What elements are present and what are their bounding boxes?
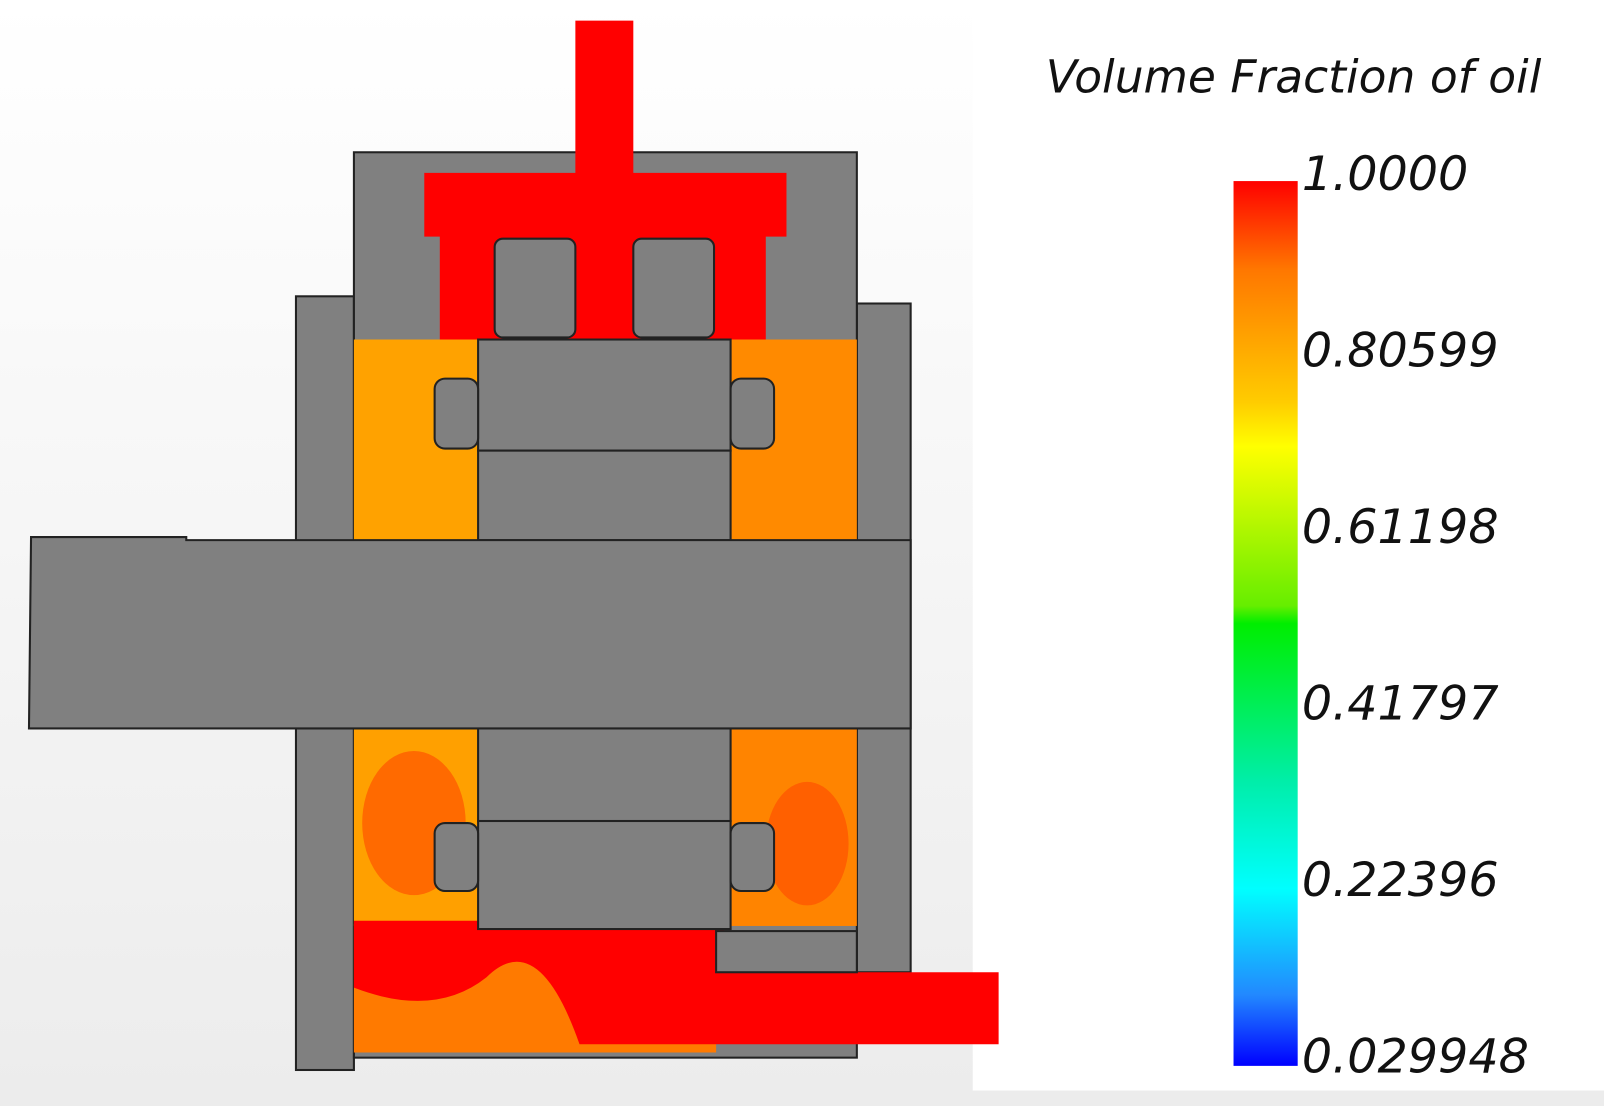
roller: [729, 822, 776, 893]
bearing: [477, 727, 732, 823]
bearing: [477, 338, 732, 452]
roller: [729, 377, 776, 450]
roller: [433, 377, 480, 450]
color-bar: [1233, 181, 1298, 1066]
legend-label: 1.0000: [1302, 147, 1469, 202]
outlet-wall: [715, 930, 858, 974]
geometry: [27, 20, 999, 1072]
oil-region: [765, 781, 849, 906]
legend-label: 0.61198: [1302, 500, 1499, 555]
bearing: [477, 819, 732, 931]
legend-label: 0.029948: [1302, 1030, 1529, 1085]
shaft: [27, 536, 912, 730]
inner-block: [493, 237, 577, 339]
legend-label: 0.22396: [1302, 853, 1499, 908]
oil-outlet: [353, 920, 999, 1045]
legend-label: 0.41797: [1302, 677, 1499, 732]
roller: [433, 822, 480, 893]
legend-title: Volume Fraction of oil: [1046, 51, 1542, 104]
inner-block: [632, 237, 716, 339]
legend-labels: 1.0000 0.80599 0.61198 0.41797 0.22396 0.0299…: [1302, 147, 1529, 1085]
legend-label: 0.80599: [1302, 324, 1499, 379]
bearing: [477, 449, 732, 542]
